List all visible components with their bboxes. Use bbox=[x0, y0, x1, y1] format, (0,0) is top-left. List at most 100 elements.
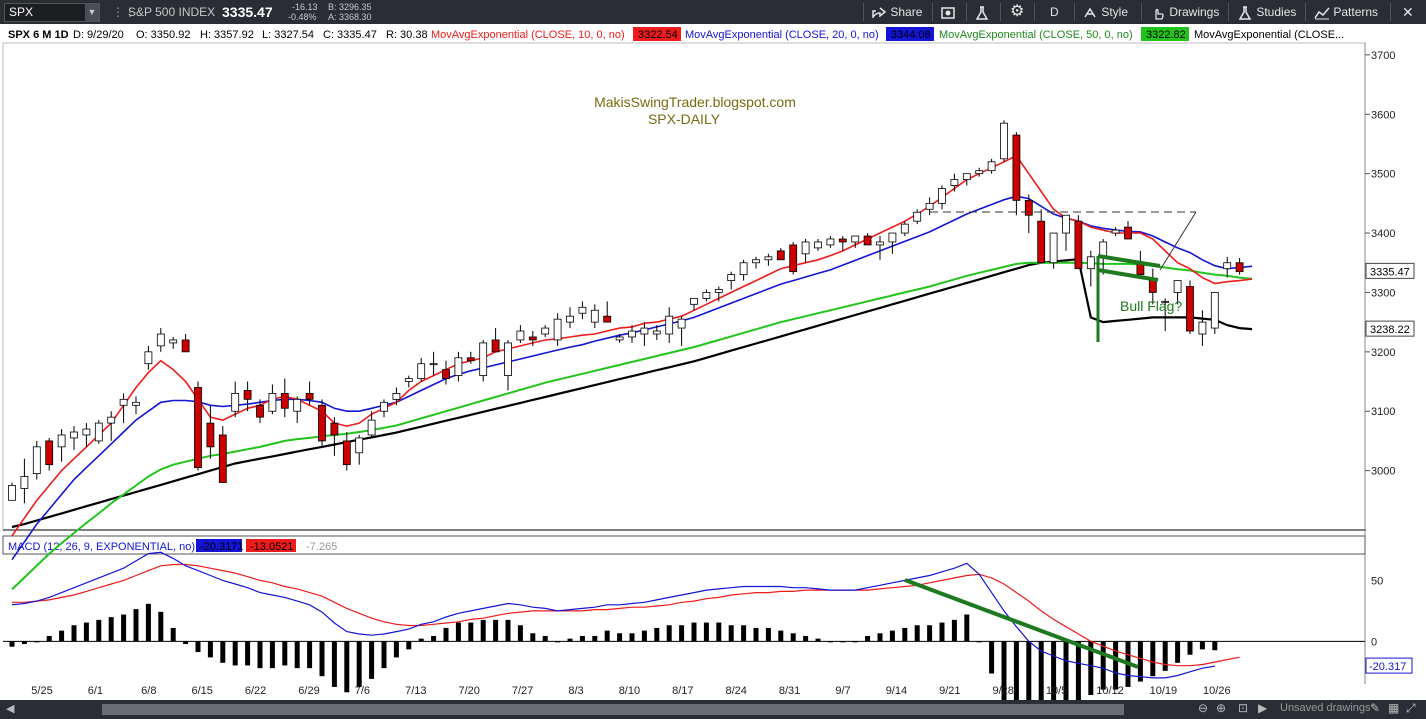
candle-down bbox=[218, 434, 227, 483]
gear-icon[interactable]: ⚙ bbox=[1010, 3, 1025, 20]
drawings-label: Drawings bbox=[1169, 5, 1220, 19]
price-tick-label: 3000 bbox=[1371, 466, 1395, 478]
candle-up bbox=[578, 306, 587, 314]
macd-histogram-bar bbox=[96, 619, 102, 642]
flag-bottom-line[interactable] bbox=[1097, 268, 1159, 282]
macd-trend-line[interactable] bbox=[904, 578, 1139, 669]
symbol-dots-icon[interactable]: ⋮⋮ bbox=[112, 5, 136, 19]
macd-histogram-bar bbox=[393, 641, 399, 658]
candle-up bbox=[950, 179, 959, 186]
price-tick-label: 3200 bbox=[1371, 347, 1395, 359]
patterns-label: Patterns bbox=[1333, 5, 1379, 19]
candle-up bbox=[628, 330, 636, 338]
macd-histogram-bar bbox=[83, 622, 89, 642]
candle-up bbox=[119, 398, 128, 406]
share-button[interactable]: Share bbox=[871, 0, 922, 24]
macd-histogram-bar bbox=[1137, 641, 1143, 682]
legend-ema50-badge bbox=[1141, 27, 1189, 41]
projection-line[interactable] bbox=[1159, 211, 1197, 271]
legend-ema200-label: MovAvgExponential (CLOSE... bbox=[1194, 29, 1344, 41]
macd-histogram-bar bbox=[902, 627, 908, 642]
macd-histogram-bar bbox=[1013, 641, 1019, 700]
flask-icon[interactable] bbox=[974, 0, 990, 24]
scrollbar-thumb[interactable] bbox=[102, 704, 1124, 715]
macd-histogram-bar bbox=[654, 627, 660, 642]
macd-pane[interactable] bbox=[3, 551, 1365, 700]
divider bbox=[1141, 3, 1142, 21]
flag-top-line[interactable] bbox=[1097, 254, 1161, 268]
date-tick-label: 8/10 bbox=[619, 685, 640, 697]
studies-button[interactable]: Studies bbox=[1237, 0, 1296, 24]
macd-histogram-bar bbox=[356, 641, 362, 687]
macd-histogram-bar bbox=[555, 641, 561, 643]
legend-open: O: 3350.92 bbox=[136, 29, 190, 41]
date-tick-label: 8/3 bbox=[568, 685, 583, 697]
macd-histogram-bar bbox=[133, 609, 139, 642]
zoom-in-icon[interactable]: ⊕ bbox=[1216, 701, 1227, 715]
date-tick-label: 10/19 bbox=[1150, 685, 1178, 697]
candle-up bbox=[987, 161, 996, 172]
candle-down bbox=[243, 390, 252, 400]
date-tick-label: 6/22 bbox=[245, 685, 266, 697]
candle-up bbox=[652, 330, 661, 335]
drawings-button[interactable]: Drawings bbox=[1150, 0, 1219, 24]
macd-histogram-bar bbox=[617, 633, 623, 642]
candle-up bbox=[404, 378, 413, 382]
chart-canvas[interactable]: SPX 6 M 1D D: 9/29/20 O: 3350.92 H: 3357… bbox=[0, 24, 1426, 700]
macd-histogram-bar bbox=[257, 641, 263, 669]
symbol-input-box[interactable]: SPX ▼ bbox=[4, 3, 100, 22]
date-tick-label: 10/12 bbox=[1096, 685, 1124, 697]
ema10-line bbox=[11, 154, 1253, 537]
legend-ema50-label: MovAvgExponential (CLOSE, 50, 0, no) bbox=[939, 29, 1133, 41]
screenshot-icon[interactable] bbox=[940, 0, 956, 24]
legend-ema20-label: MovAvgExponential (CLOSE, 20, 0, no) bbox=[685, 29, 879, 41]
patterns-button[interactable]: Patterns bbox=[1314, 0, 1378, 24]
price-tick-label: 3100 bbox=[1371, 406, 1395, 418]
macd-histogram-bar bbox=[1150, 641, 1156, 677]
divider bbox=[966, 3, 967, 21]
style-button[interactable]: Style bbox=[1082, 0, 1128, 24]
candle-up bbox=[752, 259, 760, 264]
candle-up bbox=[739, 262, 748, 276]
date-tick-label: 9/28 bbox=[992, 685, 1013, 697]
divider bbox=[863, 3, 864, 21]
scroll-right-icon[interactable]: ▶ bbox=[1258, 701, 1268, 715]
expand-icon[interactable]: ⤢ bbox=[1406, 701, 1416, 715]
candle-up bbox=[392, 393, 401, 400]
period-button[interactable]: D bbox=[1050, 5, 1059, 19]
price-pane[interactable] bbox=[8, 120, 1253, 591]
price-tick-label: 3600 bbox=[1371, 109, 1395, 121]
macd-histogram-bar bbox=[319, 641, 325, 677]
macd-histogram-bar bbox=[951, 619, 957, 642]
scroll-left-icon[interactable]: ◀ bbox=[6, 703, 15, 715]
macd-histogram-bar bbox=[158, 611, 164, 642]
candle-up bbox=[107, 416, 116, 424]
cursor-icon[interactable]: ✎ bbox=[1370, 701, 1381, 715]
candle-up bbox=[1000, 122, 1008, 160]
candle-up bbox=[132, 401, 140, 406]
layout-icon[interactable]: ▦ bbox=[1388, 701, 1400, 715]
share-label: Share bbox=[890, 5, 923, 19]
style-label: Style bbox=[1101, 5, 1129, 19]
zoom-out-icon[interactable]: ⊖ bbox=[1198, 701, 1209, 715]
symbol-description: S&P 500 INDEX bbox=[128, 5, 216, 19]
candle-up bbox=[32, 446, 41, 474]
close-icon[interactable]: ✕ bbox=[1402, 4, 1414, 20]
macd-histogram-bar bbox=[108, 617, 114, 642]
symbol-input[interactable]: SPX bbox=[9, 5, 34, 19]
watermark-blog: MakisSwingTrader.blogspot.com bbox=[594, 94, 796, 110]
chart-area[interactable]: SPX 6 M 1D D: 9/29/20 O: 3350.92 H: 3357… bbox=[0, 24, 1426, 700]
chevron-down-icon[interactable]: ▼ bbox=[85, 4, 99, 21]
macd-histogram-bar bbox=[406, 641, 412, 650]
fit-icon[interactable]: ⊡ bbox=[1238, 701, 1249, 715]
legend-close: C: 3335.47 bbox=[323, 29, 377, 41]
divider bbox=[1000, 3, 1001, 21]
macd-histogram-bar bbox=[927, 625, 933, 642]
candle-up bbox=[1086, 256, 1095, 270]
candle-up bbox=[888, 232, 897, 243]
candle-up bbox=[714, 289, 723, 293]
candle-down bbox=[280, 393, 289, 409]
legend-ema10-badge bbox=[633, 27, 681, 41]
macd-histogram-bar bbox=[989, 641, 995, 674]
share-icon bbox=[872, 7, 887, 18]
